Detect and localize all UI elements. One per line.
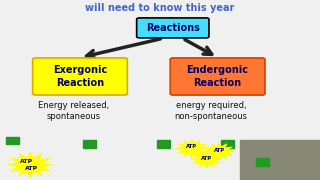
Text: Endergonic
Reaction: Endergonic Reaction [187,65,249,88]
Polygon shape [204,143,235,160]
FancyBboxPatch shape [33,58,127,95]
Bar [157,140,170,148]
Text: ATP: ATP [25,166,38,171]
Text: Energy released,
spontaneous: Energy released, spontaneous [38,101,109,121]
Text: energy required,
non-spontaneous: energy required, non-spontaneous [175,101,248,121]
Text: ATP: ATP [187,144,197,149]
Bar [6,137,19,144]
FancyBboxPatch shape [170,58,265,95]
Text: Reactions: Reactions [146,23,200,33]
Text: will need to know this year: will need to know this year [85,3,235,13]
Bar [256,158,269,166]
Bar [221,140,234,148]
Text: Exergonic
Reaction: Exergonic Reaction [53,65,107,88]
Bar [83,140,96,148]
Bar [26,158,38,166]
Text: ATP: ATP [214,148,225,153]
Polygon shape [7,152,53,178]
Text: ATP: ATP [201,156,212,161]
FancyBboxPatch shape [137,18,209,38]
Bar [240,140,320,180]
Polygon shape [175,139,209,158]
Polygon shape [190,150,222,168]
Text: ATP: ATP [20,159,33,164]
